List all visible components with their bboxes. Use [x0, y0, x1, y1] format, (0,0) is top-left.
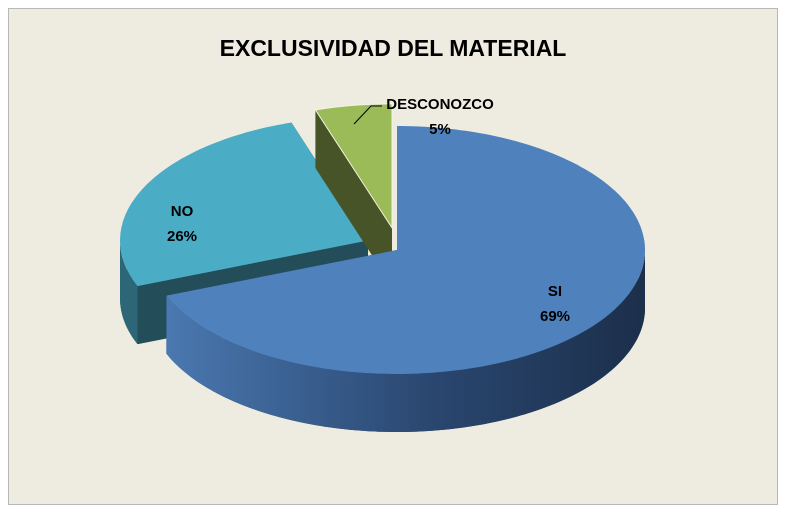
data-label-name: DESCONOZCO — [386, 96, 494, 113]
data-label-value: 69% — [540, 308, 570, 325]
pie — [120, 103, 645, 432]
data-label-value: 5% — [429, 121, 451, 138]
slice — [314, 103, 393, 230]
slice-cut-face — [315, 109, 392, 286]
slice-wall — [166, 250, 645, 432]
data-label-name: NO — [171, 203, 194, 220]
data-label-name: SI — [548, 283, 562, 300]
slice — [120, 122, 368, 287]
leader-line — [353, 105, 382, 125]
slice — [166, 126, 645, 374]
slice-wall — [120, 240, 138, 345]
data-label-value: 26% — [167, 228, 197, 245]
chart-title: EXCLUSIVIDAD DEL MATERIAL — [220, 35, 567, 61]
